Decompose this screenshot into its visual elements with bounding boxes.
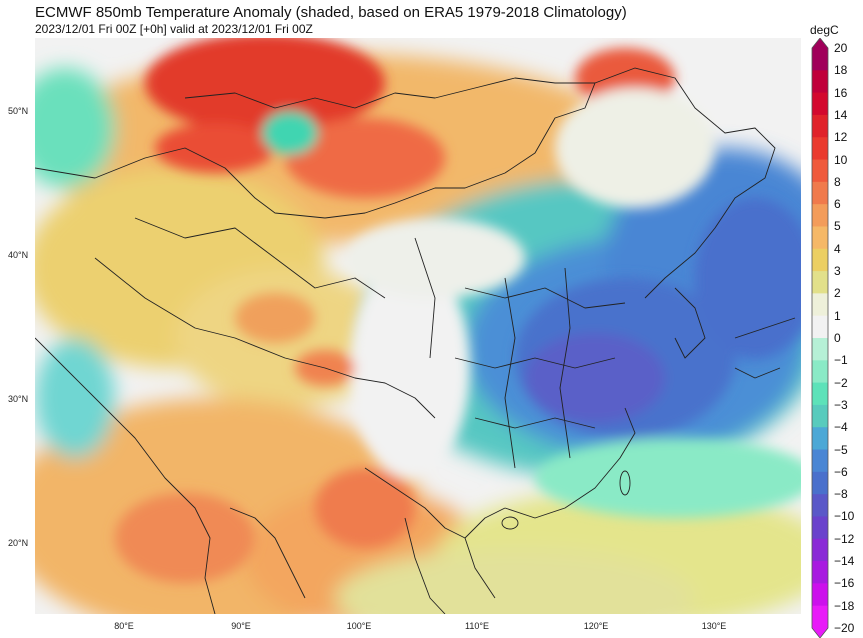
colorbar-swatch <box>812 605 828 629</box>
colorbar-tick-label: −10 <box>834 509 855 524</box>
colorbar-tick-label: −18 <box>834 598 855 613</box>
colorbar-swatch <box>812 293 828 317</box>
lat-label-30n: 30°N <box>8 394 29 404</box>
lon-label-80e: 80°E <box>114 621 134 631</box>
colorbar-tick-label: −5 <box>834 442 848 457</box>
colorbar-swatch <box>812 427 828 451</box>
lon-label-100e: 100°E <box>346 621 372 631</box>
colorbar-swatch <box>812 137 828 161</box>
lat-label-50n: 50°N <box>8 106 29 116</box>
colorbar-swatch <box>812 70 828 94</box>
colorbar-tick-label: 16 <box>834 85 848 100</box>
colorbar-unit: degC <box>810 23 839 37</box>
colorbar-swatch <box>812 92 828 116</box>
colorbar-tick-label: 2 <box>834 286 841 301</box>
colorbar-swatch <box>812 360 828 384</box>
lon-label-120e: 120°E <box>583 621 609 631</box>
colorbar-swatch <box>812 248 828 272</box>
colorbar-swatch <box>812 404 828 428</box>
colorbar-swatch <box>812 494 828 518</box>
colorbar-tick-label: −3 <box>834 397 848 412</box>
lat-label-40n: 40°N <box>8 250 29 260</box>
colorbar-swatch <box>812 114 828 138</box>
map-title: ECMWF 850mb Temperature Anomaly (shaded,… <box>35 4 627 21</box>
colorbar-tick-label: −6 <box>834 464 848 479</box>
boundary-lines <box>35 67 796 614</box>
colorbar-swatch <box>812 315 828 339</box>
colorbar-tick-label: −4 <box>834 420 848 435</box>
colorbar-tick-label: 14 <box>834 107 848 122</box>
colorbar-tick-label: −12 <box>834 531 855 546</box>
lon-label-130e: 130°E <box>701 621 727 631</box>
temperature-anomaly-map <box>35 38 801 614</box>
colorbar-tick-label: 5 <box>834 219 841 234</box>
colorbar-swatch <box>812 204 828 228</box>
colorbar-tick-label: 4 <box>834 241 841 256</box>
colorbar-swatch <box>812 226 828 250</box>
colorbar-swatch <box>812 449 828 473</box>
colorbar-swatch <box>812 159 828 183</box>
colorbar-tick-label: −8 <box>834 487 848 502</box>
hainan-outline <box>501 516 519 530</box>
colorbar-tick-label: 0 <box>834 331 841 345</box>
colorbar-tick-label: −14 <box>834 554 855 569</box>
colorbar-swatch <box>812 181 828 205</box>
colorbar-swatch <box>812 271 828 294</box>
colorbar-swatch <box>812 471 828 495</box>
colorbar-swatch <box>812 538 828 562</box>
colorbar-extend-bottom <box>812 628 828 638</box>
colorbar-swatch <box>812 561 828 584</box>
colorbar-swatch <box>812 516 828 540</box>
colorbar-tick-label: 6 <box>834 197 841 212</box>
taiwan-outline <box>619 470 631 496</box>
colorbar-outline <box>811 38 829 638</box>
anomaly-field <box>35 38 801 614</box>
colorbar-tick-label: −20 <box>834 621 855 635</box>
colorbar-tick-label: −16 <box>834 576 855 591</box>
map-subtitle: 2023/12/01 Fri 00Z [+0h] valid at 2023/1… <box>35 22 313 36</box>
colorbar-tick-label: 12 <box>834 130 848 145</box>
colorbar-tick-label: 3 <box>834 264 841 279</box>
colorbar-swatch <box>812 48 828 71</box>
colorbar-swatch <box>812 338 828 361</box>
colorbar-tick-label: 1 <box>834 308 841 323</box>
lat-label-20n: 20°N <box>8 538 29 548</box>
lon-label-110e: 110°E <box>465 621 489 631</box>
colorbar-swatch <box>812 583 828 607</box>
detailed-anomaly-features <box>115 38 801 583</box>
colorbar-tick-label: 10 <box>834 152 848 167</box>
colorbar-tick-label: −1 <box>834 353 848 368</box>
lon-label-90e: 90°E <box>231 621 251 631</box>
colorbar-swatch <box>812 382 828 406</box>
colorbar-extend-top <box>812 38 828 48</box>
colorbar-tick-label: 20 <box>834 41 848 55</box>
colorbar-tick-label: 8 <box>834 174 841 189</box>
colorbar <box>811 38 829 638</box>
colorbar-tick-label: −2 <box>834 375 848 390</box>
colorbar-tick-label: 18 <box>834 63 848 78</box>
